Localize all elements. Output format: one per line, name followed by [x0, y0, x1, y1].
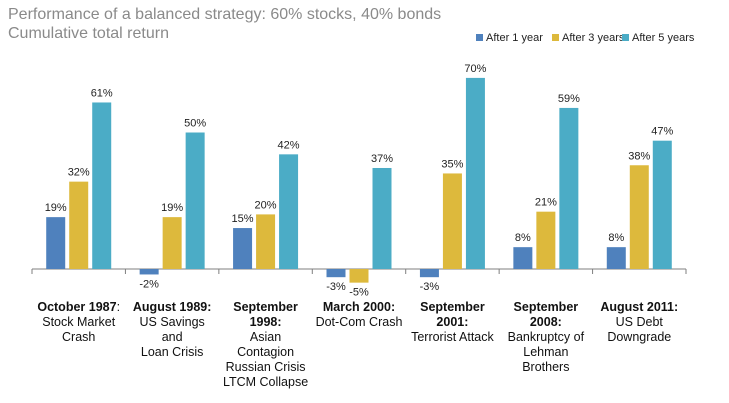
category-label-line: and: [161, 330, 183, 344]
category-label-line: Stock Market: [42, 315, 116, 329]
category-label: March 2000: Dot-Com Crash: [311, 300, 407, 330]
data-label: 8%: [608, 232, 624, 244]
bar: [606, 247, 626, 269]
data-label: 21%: [535, 197, 557, 209]
category-label-line: Lehman: [523, 345, 569, 359]
bar: [256, 214, 276, 269]
data-label: 38%: [628, 150, 650, 162]
bar: [185, 132, 205, 269]
data-label: 50%: [184, 118, 206, 130]
category-label-bold: March 2000:: [322, 300, 396, 314]
data-label: 37%: [371, 153, 393, 165]
category-label-line: 1998:: [249, 315, 282, 329]
legend-label: After 1 year: [486, 32, 543, 44]
legend-swatch: [622, 34, 629, 41]
category-label-line: September: [218, 300, 314, 315]
category-label-line: Russian Crisis: [225, 360, 306, 374]
data-label: 47%: [651, 126, 673, 138]
category-label-line: Loan Crisis: [140, 345, 204, 359]
bar: [46, 217, 66, 269]
bar: [513, 247, 533, 269]
data-label: 19%: [161, 202, 183, 214]
category-label-bold: September: [233, 300, 298, 314]
data-label: 59%: [558, 93, 580, 105]
bar: [326, 269, 346, 278]
bar: [629, 165, 649, 269]
category-label: August 2011: US Debt Downgrade: [591, 300, 687, 345]
category-label-line: Terrorist Attack: [411, 330, 494, 344]
category-label: September 2001: Terrorist Attack: [404, 300, 500, 345]
data-label: -3%: [326, 281, 346, 293]
bar: [419, 269, 439, 278]
bar: [233, 228, 253, 269]
bar: [162, 217, 182, 269]
bar: [559, 107, 579, 270]
category-label: October 1987: Stock Market Crash: [31, 300, 127, 345]
category-label-line: US Debt: [615, 315, 663, 329]
category-label-line: October 1987:: [31, 300, 127, 315]
bar: [69, 181, 89, 269]
data-label: -5%: [349, 287, 369, 299]
category-label-line: Brothers: [522, 360, 570, 374]
bar: [465, 77, 485, 270]
category-label-bold: September: [420, 300, 485, 314]
category-label-line: August 1989:: [124, 300, 220, 315]
category-label-bold: August 2011:: [600, 300, 679, 314]
data-label: 70%: [464, 63, 486, 75]
bar: [372, 167, 392, 269]
bar: [442, 173, 462, 269]
category-label-line: Dot-Com Crash: [315, 315, 403, 329]
category-label-suffix: :: [116, 300, 121, 314]
data-label: 35%: [441, 158, 463, 170]
bar: [92, 102, 112, 269]
legend-swatch: [476, 34, 483, 41]
category-label-bold: September: [513, 300, 579, 314]
category-label-line: Crash: [62, 330, 96, 344]
legend-swatch: [552, 34, 559, 41]
legend-label: After 5 years: [632, 32, 695, 44]
data-label: 19%: [45, 202, 67, 214]
category-label-line: August 2011:: [591, 300, 687, 315]
data-label: -3%: [420, 281, 440, 293]
category-label-line: 2001:: [436, 315, 469, 329]
category-label: August 1989: US Savings and Loan Crisis: [124, 300, 220, 360]
data-label: 20%: [255, 199, 277, 211]
bar: [139, 269, 159, 275]
bar: [279, 154, 299, 269]
category-label-line: March 2000:: [311, 300, 407, 315]
category-label-bold: August 1989:: [132, 300, 212, 314]
bar: [536, 211, 556, 269]
bar: [652, 140, 672, 269]
chart-subtitle: Cumulative total return: [8, 25, 169, 42]
category-label-line: 2008:: [529, 315, 562, 329]
category-label-line: Bankruptcy of: [507, 330, 585, 344]
category-label: September 1998: Asian Contagion Russian Cris…: [218, 300, 314, 390]
data-label: 61%: [91, 87, 113, 99]
category-label-line: September: [498, 300, 594, 315]
category-label: September 2008: Bankruptcy of Lehman Brother…: [498, 300, 594, 375]
category-label-line: LTCM Collapse: [222, 375, 309, 389]
category-label-line: US Savings: [139, 315, 205, 329]
category-label-line: Asian: [249, 330, 282, 344]
data-label: 32%: [68, 167, 90, 179]
bar: [349, 269, 369, 283]
legend-label: After 3 years: [562, 32, 625, 44]
category-label-line: September: [404, 300, 500, 315]
category-label-bold: October 1987: [37, 300, 117, 314]
data-label: 42%: [278, 139, 300, 151]
data-label: -2%: [139, 278, 159, 290]
category-label-line: Contagion: [237, 345, 295, 359]
data-label: 8%: [515, 232, 531, 244]
data-label: 15%: [232, 213, 254, 225]
category-label-line: Downgrade: [607, 330, 672, 344]
chart-title: Performance of a balanced strategy: 60% …: [8, 6, 442, 23]
